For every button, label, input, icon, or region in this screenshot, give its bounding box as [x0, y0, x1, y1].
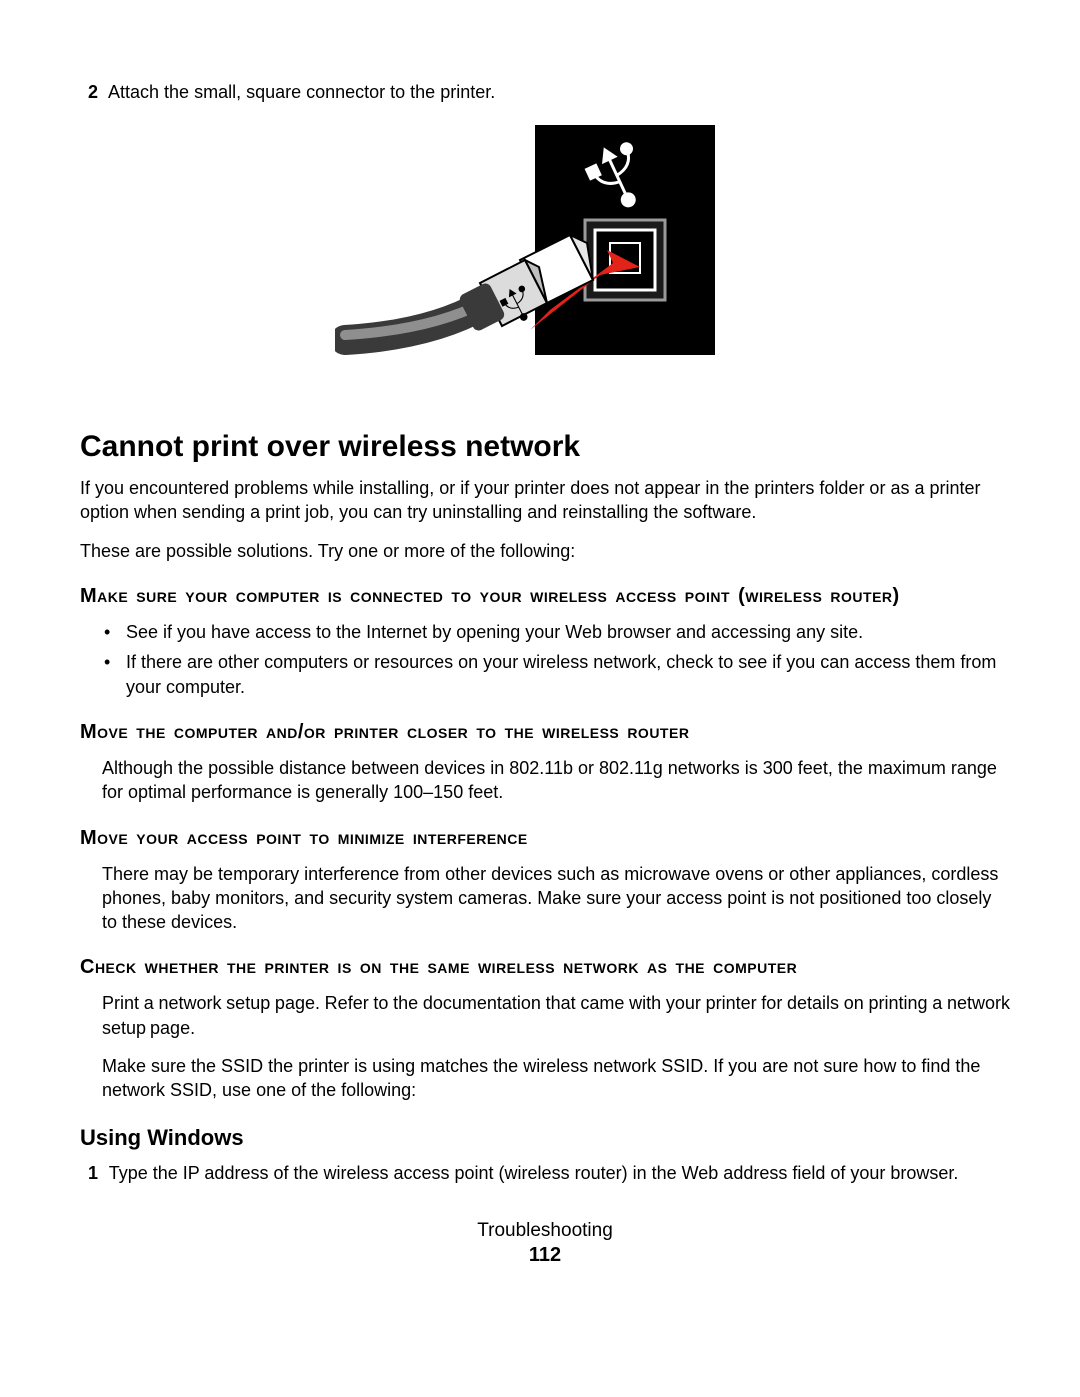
- intro-paragraph-2: These are possible solutions. Try one or…: [80, 539, 1010, 563]
- intro-paragraph-1: If you encountered problems while instal…: [80, 476, 1010, 525]
- footer-section-name: Troubleshooting: [80, 1220, 1010, 1242]
- subsection-4-title: Check whether the printer is on the same…: [80, 954, 1010, 981]
- subsection-4-body-1: Print a network setup page. Refer to the…: [80, 991, 1010, 1040]
- usb-cable: [345, 282, 506, 341]
- step-2-line: 2 Attach the small, square connector to …: [80, 80, 1010, 105]
- step-2-text: Attach the small, square connector to th…: [108, 82, 495, 102]
- subsection-1-title: Make sure your computer is connected to …: [80, 583, 1010, 610]
- step-2-number: 2: [80, 80, 98, 105]
- using-windows-heading: Using Windows: [80, 1125, 1010, 1151]
- windows-steps: 1 Type the IP address of the wireless ac…: [80, 1161, 1010, 1186]
- list-item: If there are other computers or resource…: [126, 650, 1010, 699]
- page-footer: Troubleshooting 112: [80, 1220, 1010, 1267]
- list-item: See if you have access to the Internet b…: [126, 620, 1010, 644]
- subsection-4-body-2: Make sure the SSID the printer is using …: [80, 1054, 1010, 1103]
- step-1-line: 1 Type the IP address of the wireless ac…: [80, 1161, 1010, 1186]
- subsection-2-title: Move the computer and/or printer closer …: [80, 719, 1010, 746]
- usb-connector-figure: [80, 115, 1010, 400]
- subsection-3-body: There may be temporary interference from…: [80, 862, 1010, 935]
- step-1-text: Type the IP address of the wireless acce…: [109, 1163, 959, 1183]
- document-page: 2 Attach the small, square connector to …: [0, 0, 1080, 1307]
- subsection-3-title: Move your access point to minimize inter…: [80, 825, 1010, 852]
- subsection-2-body: Although the possible distance between d…: [80, 756, 1010, 805]
- section-heading: Cannot print over wireless network: [80, 430, 1010, 464]
- footer-page-number: 112: [80, 1244, 1010, 1267]
- usb-connector-illustration: [335, 115, 755, 395]
- subsection-1-list: See if you have access to the Internet b…: [80, 620, 1010, 699]
- step-1-number: 1: [80, 1161, 98, 1186]
